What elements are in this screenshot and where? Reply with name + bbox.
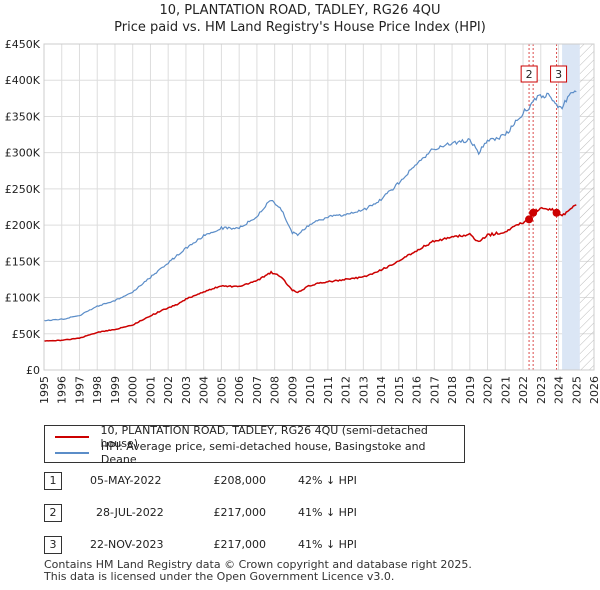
forecast-shading bbox=[562, 44, 594, 370]
x-tick-label: 2009 bbox=[286, 376, 299, 404]
x-tick-label: 2013 bbox=[357, 376, 370, 404]
x-tick-label: 2023 bbox=[535, 376, 548, 404]
y-tick-label: £150K bbox=[5, 255, 41, 268]
x-tick-label: 2015 bbox=[393, 376, 406, 404]
y-tick-label: £200K bbox=[5, 219, 41, 232]
x-tick-label: 2025 bbox=[570, 376, 583, 404]
chart-title: 10, PLANTATION ROAD, TADLEY, RG26 4QU bbox=[159, 3, 441, 18]
sale-label-text: 2 bbox=[526, 68, 533, 81]
x-tick-label: 2017 bbox=[428, 376, 441, 404]
sale-label-text: 3 bbox=[555, 68, 562, 81]
x-tick-label: 2008 bbox=[269, 376, 282, 404]
x-axis: 1995 1996 1997 1998 1999 2000 2001 2002 2003 2004… bbox=[38, 376, 600, 404]
footer-copyright: Contains HM Land Registry data © Crown c… bbox=[44, 558, 472, 571]
x-tick-label: 1996 bbox=[56, 376, 69, 404]
y-tick-label: £350K bbox=[5, 110, 41, 123]
sale-price: £217,000 bbox=[213, 506, 267, 519]
sale-point bbox=[525, 215, 534, 224]
y-axis: £0 £50K £100K £150K £200K £250K £300K £350K £400… bbox=[5, 38, 41, 377]
sale-hpi-diff: 42% ↓ HPI bbox=[298, 474, 357, 487]
x-tick-label: 2012 bbox=[340, 376, 353, 404]
future-hatch bbox=[579, 44, 594, 370]
x-tick-label: 2026 bbox=[588, 376, 600, 404]
sale-number-badge: 2 bbox=[44, 504, 62, 522]
legend-line-property bbox=[55, 436, 89, 438]
x-tick-label: 2003 bbox=[180, 376, 193, 404]
legend: 10, PLANTATION ROAD, TADLEY, RG26 4QU (s… bbox=[44, 424, 465, 466]
x-tick-label: 1997 bbox=[73, 376, 86, 404]
legend-label-hpi: HPI: Average price, semi-detached house,… bbox=[100, 440, 426, 466]
sale-date: 28-JUL-2022 bbox=[96, 506, 164, 519]
sale-row: 2 28-JUL-2022 £217,000 41% ↓ HPI bbox=[44, 504, 444, 524]
x-tick-label: 2002 bbox=[162, 376, 175, 404]
chart-subtitle: Price paid vs. HM Land Registry's House … bbox=[114, 20, 486, 35]
x-tick-label: 2005 bbox=[215, 376, 228, 404]
sale-row: 3 22-NOV-2023 £217,000 41% ↓ HPI bbox=[44, 536, 444, 556]
footer: Contains HM Land Registry data © Crown c… bbox=[44, 559, 472, 583]
y-tick-label: £250K bbox=[5, 183, 41, 196]
sale-label-box bbox=[520, 65, 538, 83]
legend-line-hpi bbox=[55, 452, 89, 454]
x-tick-label: 2010 bbox=[304, 376, 317, 404]
x-tick-label: 1998 bbox=[91, 376, 104, 404]
x-tick-label: 2018 bbox=[446, 376, 459, 404]
sale-row: 1 05-MAY-2022 £208,000 42% ↓ HPI bbox=[44, 472, 444, 492]
series-line-hpi bbox=[44, 90, 577, 322]
x-tick-label: 2004 bbox=[198, 376, 211, 404]
sale-number-badge: 3 bbox=[44, 536, 62, 554]
y-tick-label: £300K bbox=[5, 147, 41, 160]
sale-point bbox=[552, 208, 561, 217]
sale-label-box bbox=[550, 65, 568, 83]
x-tick-label: 2011 bbox=[322, 376, 335, 404]
sale-number-badge: 1 bbox=[44, 472, 62, 490]
x-tick-label: 2016 bbox=[411, 376, 424, 404]
legend-item-property: 10, PLANTATION ROAD, TADLEY, RG26 4QU (s… bbox=[55, 424, 464, 450]
y-tick-label: £0 bbox=[26, 364, 40, 377]
x-tick-label: 2024 bbox=[553, 376, 566, 404]
x-tick-label: 1995 bbox=[38, 376, 51, 404]
x-tick-label: 1999 bbox=[109, 376, 122, 404]
x-tick-label: 2021 bbox=[499, 376, 512, 404]
sale-price: £217,000 bbox=[213, 538, 267, 551]
x-tick-label: 2006 bbox=[233, 376, 246, 404]
sale-hpi-diff: 41% ↓ HPI bbox=[298, 538, 357, 551]
y-tick-label: £400K bbox=[5, 74, 41, 87]
x-tick-label: 2014 bbox=[375, 376, 388, 404]
sale-hpi-diff: 41% ↓ HPI bbox=[298, 506, 357, 519]
sale-markers bbox=[525, 208, 561, 224]
x-tick-label: 2019 bbox=[464, 376, 477, 404]
sale-point bbox=[529, 208, 538, 217]
footer-licence: This data is licensed under the Open Gov… bbox=[44, 570, 395, 583]
sale-date: 22-NOV-2023 bbox=[90, 538, 164, 551]
series-lines bbox=[44, 90, 577, 342]
y-tick-label: £100K bbox=[5, 292, 41, 305]
y-tick-label: £450K bbox=[5, 38, 41, 51]
x-tick-label: 2001 bbox=[144, 376, 157, 404]
legend-item-hpi: HPI: Average price, semi-detached house,… bbox=[55, 440, 464, 466]
sale-price: £208,000 bbox=[213, 474, 267, 487]
x-tick-label: 2000 bbox=[127, 376, 140, 404]
x-tick-label: 2007 bbox=[251, 376, 264, 404]
y-tick-label: £50K bbox=[12, 328, 41, 341]
series-line-property bbox=[44, 204, 577, 342]
sale-date: 05-MAY-2022 bbox=[90, 474, 162, 487]
x-tick-label: 2020 bbox=[482, 376, 495, 404]
highlight-band bbox=[562, 44, 580, 370]
legend-label-property: 10, PLANTATION ROAD, TADLEY, RG26 4QU (s… bbox=[100, 424, 428, 450]
x-tick-label: 2022 bbox=[517, 376, 530, 404]
